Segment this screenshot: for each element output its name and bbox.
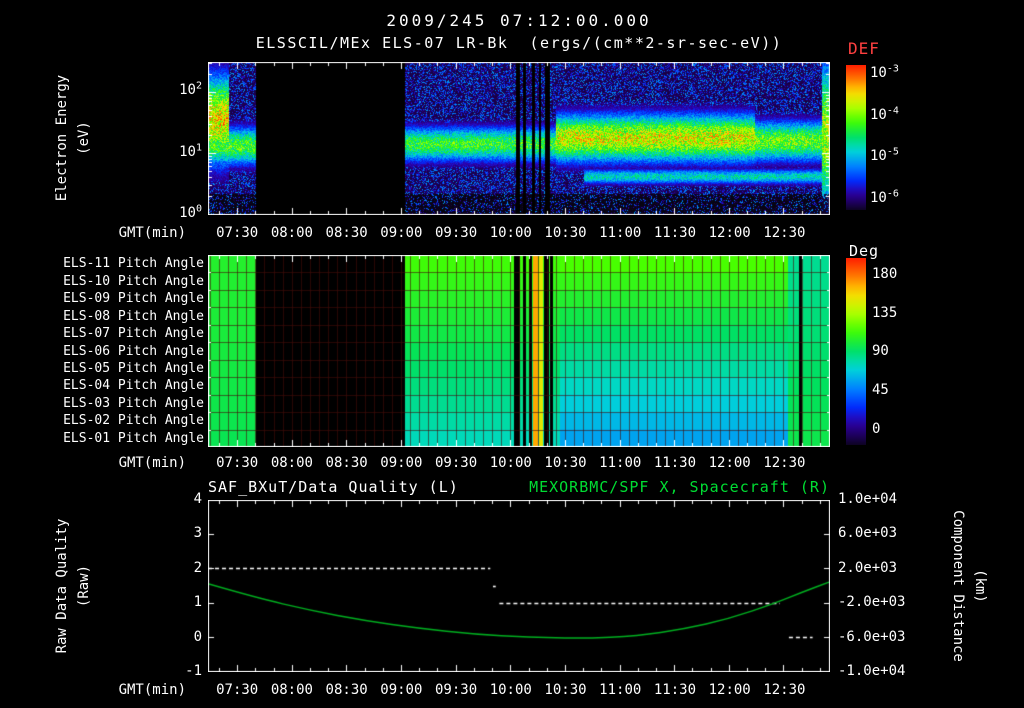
quality-tick-label: 2	[193, 559, 202, 576]
deg-colorbar-title: Deg	[849, 242, 880, 260]
distance-tick-label: 6.0e+03	[838, 525, 898, 542]
time-tick-label: 10:00	[489, 225, 532, 241]
deg-colorbar	[846, 258, 866, 445]
deg-scale-tick-label: 180	[872, 265, 898, 282]
time-tick-label: 11:30	[653, 225, 697, 241]
energy-tick-label: 100	[179, 203, 202, 221]
time-tick-label: 12:30	[763, 455, 806, 471]
gmt-axis-label: GMT(min)	[118, 225, 186, 241]
time-tick-label: 08:30	[325, 225, 368, 241]
time-tick-label: 09:30	[434, 682, 478, 698]
flux-scale-tick-label: 10-3	[870, 63, 899, 82]
pitch-row-label: ELS-11 Pitch Angle	[63, 256, 204, 272]
pitch-row-label: ELS-03 Pitch Angle	[63, 395, 204, 411]
flux-scale-tick-label: 10-6	[870, 187, 899, 206]
time-tick-label: 08:30	[325, 682, 368, 698]
flux-scale-tick-label: 10-4	[870, 104, 899, 123]
time-tick-label: 11:00	[599, 682, 642, 698]
time-tick-label: 08:00	[270, 225, 313, 241]
distance-y-axis-units: (km)	[972, 569, 988, 603]
distance-tick-label: -1.0e+04	[838, 663, 906, 679]
energy-tick-label: 101	[179, 141, 202, 160]
spectrogram-y-axis-units: (eV)	[76, 121, 92, 155]
gmt-axis-label: GMT(min)	[118, 455, 186, 471]
quality-tick-label: 4	[193, 491, 202, 507]
time-tick-label: 10:30	[544, 455, 587, 471]
pitch-row-label: ELS-01 Pitch Angle	[63, 430, 204, 446]
pitch-row-label: ELS-04 Pitch Angle	[63, 378, 204, 394]
time-tick-label: 11:30	[653, 682, 697, 698]
time-tick-label: 10:00	[489, 682, 532, 698]
quality-tick-label: 3	[193, 525, 202, 542]
distance-title: MEXORBMC/SPF X, Spacecraft (R)	[529, 478, 830, 496]
electron-energy-spectrogram	[208, 62, 830, 215]
distance-tick-label: -6.0e+03	[838, 628, 906, 645]
distance-tick-label: 2.0e+03	[838, 559, 898, 576]
time-tick-label: 11:00	[599, 455, 642, 471]
time-tick-label: 12:30	[763, 225, 806, 241]
distance-tick-label: -2.0e+03	[838, 594, 906, 611]
time-tick-label: 11:00	[599, 225, 642, 241]
time-tick-label: 09:30	[434, 225, 478, 241]
quality-distance-plot	[208, 500, 830, 672]
quality-y-axis-label: Raw Data Quality	[54, 518, 70, 654]
time-tick-label: 07:30	[216, 682, 259, 698]
time-tick-label: 07:30	[216, 225, 259, 241]
energy-tick-label: 102	[179, 80, 202, 99]
time-tick-label: 09:30	[434, 455, 478, 471]
page-title-dataset: ELSSCIL/MEx ELS-07 LR-Bk (ergs/(cm**2-sr…	[255, 34, 783, 52]
time-tick-label: 12:00	[708, 225, 751, 241]
quality-tick-label: 0	[193, 628, 202, 645]
quality-title: SAF_BXuT/Data Quality (L)	[208, 478, 459, 496]
time-tick-label: 10:00	[489, 455, 532, 471]
pitch-angle-heatmap	[208, 255, 830, 447]
page-title-timestamp: 2009/245 07:12:00.000	[386, 11, 652, 30]
pitch-row-label: ELS-09 Pitch Angle	[63, 291, 204, 307]
pitch-row-label: ELS-08 Pitch Angle	[63, 308, 204, 324]
time-tick-label: 09:00	[380, 682, 423, 698]
deg-scale-tick-label: 0	[872, 421, 881, 438]
flux-colorbar-title: DEF	[848, 39, 880, 58]
time-tick-label: 07:30	[216, 455, 259, 471]
distance-y-axis-label: Component Distance	[950, 510, 966, 662]
time-tick-label: 12:00	[708, 455, 751, 471]
quality-y-axis-units: (Raw)	[76, 564, 92, 608]
time-tick-label: 08:00	[270, 455, 313, 471]
flux-colorbar	[846, 65, 866, 210]
quality-tick-label: -1	[185, 663, 202, 679]
time-tick-label: 09:00	[380, 225, 423, 241]
pitch-row-label: ELS-07 Pitch Angle	[63, 326, 204, 342]
time-tick-label: 12:00	[708, 682, 751, 698]
time-tick-label: 08:30	[325, 455, 368, 471]
deg-scale-tick-label: 135	[872, 304, 898, 321]
time-tick-label: 08:00	[270, 682, 313, 698]
time-tick-label: 10:30	[544, 225, 587, 241]
time-tick-label: 12:30	[763, 682, 806, 698]
quality-tick-label: 1	[193, 594, 202, 611]
pitch-row-label: ELS-10 Pitch Angle	[63, 273, 204, 289]
spectrogram-y-axis-label: Electron Energy	[54, 74, 70, 202]
pitch-row-label: ELS-02 Pitch Angle	[63, 413, 204, 429]
time-tick-label: 09:00	[380, 455, 423, 471]
deg-scale-tick-label: 90	[872, 343, 889, 360]
flux-scale-tick-label: 10-5	[870, 146, 899, 165]
distance-tick-label: 1.0e+04	[838, 491, 898, 507]
pitch-row-label: ELS-06 Pitch Angle	[63, 343, 204, 359]
time-tick-label: 11:30	[653, 455, 697, 471]
deg-scale-tick-label: 45	[872, 382, 889, 399]
gmt-axis-label: GMT(min)	[118, 682, 186, 698]
pitch-row-label: ELS-05 Pitch Angle	[63, 360, 204, 376]
time-tick-label: 10:30	[544, 682, 587, 698]
